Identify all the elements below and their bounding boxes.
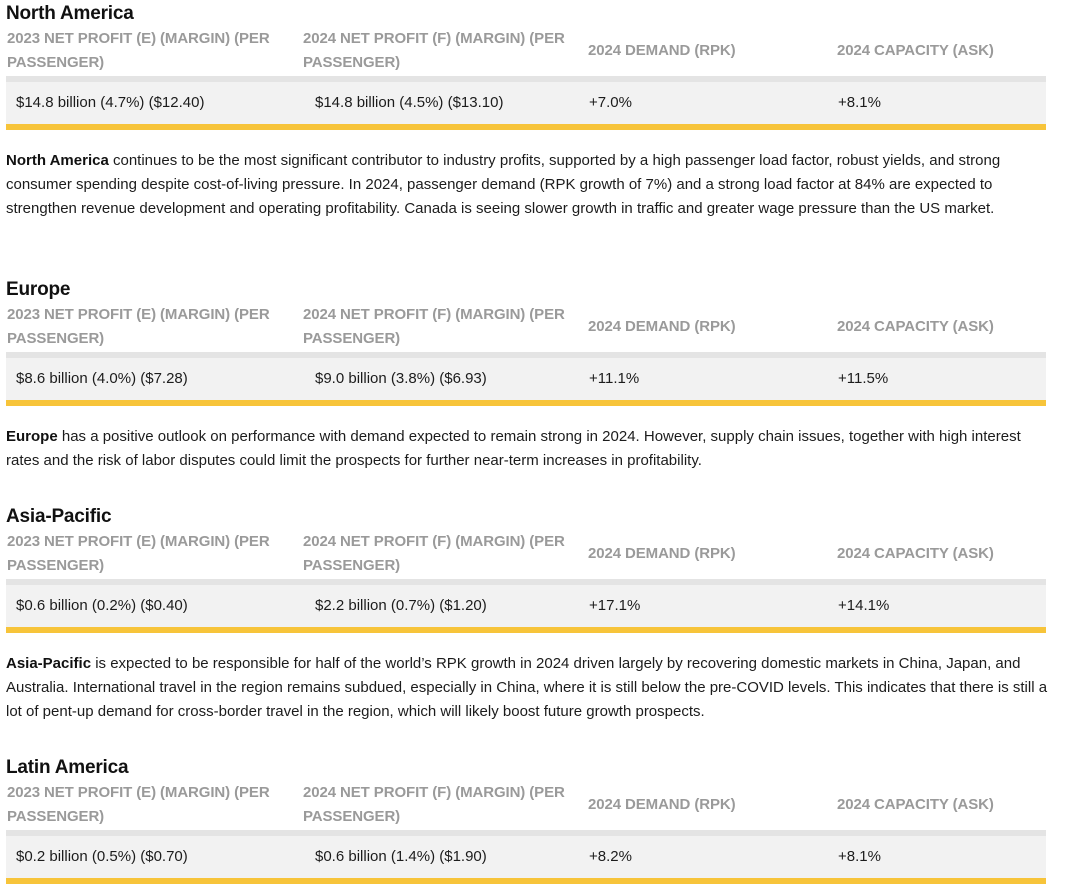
region-europe: Europe 2023 NET PROFIT (E) (MARGIN) (PER… <box>6 278 1046 406</box>
cell-net-profit-2023: $0.2 billion (0.5%) ($0.70) <box>16 848 188 865</box>
description-bold-lead: North America <box>6 152 109 169</box>
header-line: 2024 NET PROFIT (F) (MARGIN) (PER <box>303 306 565 323</box>
cell-capacity-2024: +8.1% <box>838 848 881 865</box>
cell-demand-2024: +17.1% <box>589 597 641 614</box>
region-description: North America continues to be the most s… <box>6 149 1056 221</box>
header-line: 2023 NET PROFIT (E) (MARGIN) (PER <box>7 784 270 801</box>
header-capacity-2024: 2024 CAPACITY (ASK) <box>837 796 994 813</box>
header-capacity-2024: 2024 CAPACITY (ASK) <box>837 42 994 59</box>
description-bold-lead: Europe <box>6 428 58 445</box>
header-net-profit-2024: 2024 NET PROFIT (F) (MARGIN) (PER PASSEN… <box>303 781 588 829</box>
table-row: $0.2 billion (0.5%) ($0.70) $0.6 billion… <box>6 830 1046 884</box>
header-line: 2023 NET PROFIT (E) (MARGIN) (PER <box>7 533 270 550</box>
region-north-america: North America 2023 NET PROFIT (E) (MARGI… <box>6 2 1046 130</box>
table-header: 2023 NET PROFIT (E) (MARGIN) (PER PASSEN… <box>6 780 1046 830</box>
cell-net-profit-2023: $14.8 billion (4.7%) ($12.40) <box>16 94 205 111</box>
region-asia-pacific: Asia-Pacific 2023 NET PROFIT (E) (MARGIN… <box>6 505 1046 633</box>
cell-demand-2024: +11.1% <box>589 370 640 387</box>
cell-demand-2024: +8.2% <box>589 848 632 865</box>
description-bold-lead: Asia-Pacific <box>6 655 92 672</box>
header-line: PASSENGER) <box>7 330 105 347</box>
header-capacity-2024: 2024 CAPACITY (ASK) <box>837 545 994 562</box>
table-header: 2023 NET PROFIT (E) (MARGIN) (PER PASSEN… <box>6 26 1046 76</box>
header-line: 2024 NET PROFIT (F) (MARGIN) (PER <box>303 784 565 801</box>
header-line: PASSENGER) <box>303 557 401 574</box>
header-line: 2024 NET PROFIT (F) (MARGIN) (PER <box>303 533 565 550</box>
header-line: PASSENGER) <box>303 330 401 347</box>
region-latin-america: Latin America 2023 NET PROFIT (E) (MARGI… <box>6 756 1046 884</box>
header-net-profit-2023: 2023 NET PROFIT (E) (MARGIN) (PER PASSEN… <box>6 530 303 578</box>
table-header: 2023 NET PROFIT (E) (MARGIN) (PER PASSEN… <box>6 302 1046 352</box>
description-text: continues to be the most significant con… <box>6 152 1001 217</box>
table-row: $0.6 billion (0.2%) ($0.40) $2.2 billion… <box>6 579 1046 633</box>
header-net-profit-2024: 2024 NET PROFIT (F) (MARGIN) (PER PASSEN… <box>303 303 588 351</box>
cell-capacity-2024: +14.1% <box>838 597 890 614</box>
cell-net-profit-2024: $9.0 billion (3.8%) ($6.93) <box>315 370 487 387</box>
header-line: 2023 NET PROFIT (E) (MARGIN) (PER <box>7 306 270 323</box>
region-title: Asia-Pacific <box>6 506 112 527</box>
header-net-profit-2023: 2023 NET PROFIT (E) (MARGIN) (PER PASSEN… <box>6 303 303 351</box>
description-text: is expected to be responsible for half o… <box>6 655 1048 720</box>
header-line: 2023 NET PROFIT (E) (MARGIN) (PER <box>7 30 270 47</box>
table-header: 2023 NET PROFIT (E) (MARGIN) (PER PASSEN… <box>6 529 1046 579</box>
region-title: Europe <box>6 279 71 300</box>
description-text: has a positive outlook on performance wi… <box>6 428 1021 469</box>
cell-demand-2024: +7.0% <box>589 94 632 111</box>
cell-net-profit-2023: $0.6 billion (0.2%) ($0.40) <box>16 597 188 614</box>
table-row: $14.8 billion (4.7%) ($12.40) $14.8 bill… <box>6 76 1046 130</box>
header-line: PASSENGER) <box>303 54 401 71</box>
cell-capacity-2024: +11.5% <box>838 370 889 387</box>
table-row: $8.6 billion (4.0%) ($7.28) $9.0 billion… <box>6 352 1046 406</box>
cell-net-profit-2024: $2.2 billion (0.7%) ($1.20) <box>315 597 487 614</box>
region-title: North America <box>6 3 134 24</box>
header-demand-2024: 2024 DEMAND (RPK) <box>588 545 736 562</box>
header-demand-2024: 2024 DEMAND (RPK) <box>588 318 736 335</box>
header-net-profit-2024: 2024 NET PROFIT (F) (MARGIN) (PER PASSEN… <box>303 530 588 578</box>
header-demand-2024: 2024 DEMAND (RPK) <box>588 796 736 813</box>
header-demand-2024: 2024 DEMAND (RPK) <box>588 42 736 59</box>
header-net-profit-2023: 2023 NET PROFIT (E) (MARGIN) (PER PASSEN… <box>6 27 303 75</box>
header-line: PASSENGER) <box>7 557 105 574</box>
header-net-profit-2023: 2023 NET PROFIT (E) (MARGIN) (PER PASSEN… <box>6 781 303 829</box>
cell-net-profit-2024: $14.8 billion (4.5%) ($13.10) <box>315 94 504 111</box>
region-description: Europe has a positive outlook on perform… <box>6 425 1056 473</box>
header-line: PASSENGER) <box>7 54 105 71</box>
header-line: PASSENGER) <box>303 808 401 825</box>
header-net-profit-2024: 2024 NET PROFIT (F) (MARGIN) (PER PASSEN… <box>303 27 588 75</box>
region-description: Asia-Pacific is expected to be responsib… <box>6 652 1056 724</box>
header-line: PASSENGER) <box>7 808 105 825</box>
header-line: 2024 NET PROFIT (F) (MARGIN) (PER <box>303 30 565 47</box>
header-capacity-2024: 2024 CAPACITY (ASK) <box>837 318 994 335</box>
region-title: Latin America <box>6 757 129 778</box>
cell-capacity-2024: +8.1% <box>838 94 881 111</box>
cell-net-profit-2024: $0.6 billion (1.4%) ($1.90) <box>315 848 487 865</box>
cell-net-profit-2023: $8.6 billion (4.0%) ($7.28) <box>16 370 188 387</box>
